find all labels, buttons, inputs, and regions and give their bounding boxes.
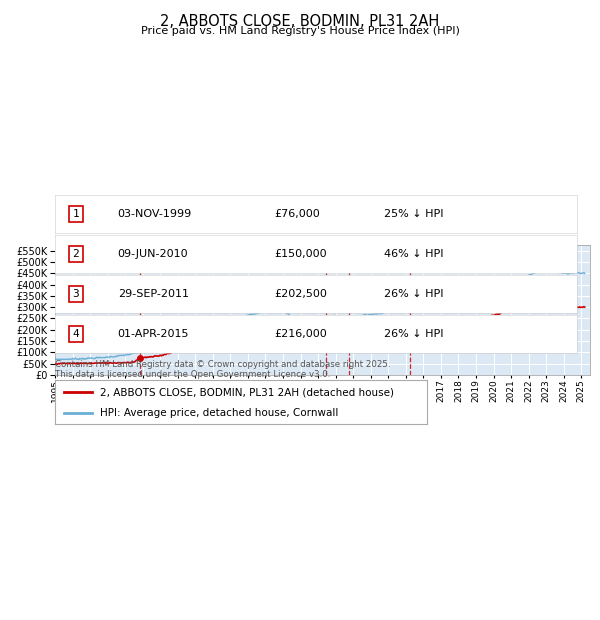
Text: 09-JUN-2010: 09-JUN-2010	[118, 249, 188, 259]
Text: 1: 1	[137, 257, 143, 267]
Text: 46% ↓ HPI: 46% ↓ HPI	[384, 249, 443, 259]
Text: 2: 2	[73, 249, 79, 259]
Text: 29-SEP-2011: 29-SEP-2011	[118, 289, 188, 299]
Text: Contains HM Land Registry data © Crown copyright and database right 2025.
This d: Contains HM Land Registry data © Crown c…	[55, 360, 391, 379]
Text: 03-NOV-1999: 03-NOV-1999	[118, 209, 192, 219]
Text: 1: 1	[73, 209, 79, 219]
Text: 3: 3	[346, 257, 352, 267]
Text: HPI: Average price, detached house, Cornwall: HPI: Average price, detached house, Corn…	[100, 408, 338, 418]
Text: £216,000: £216,000	[274, 329, 327, 339]
Text: 2, ABBOTS CLOSE, BODMIN, PL31 2AH (detached house): 2, ABBOTS CLOSE, BODMIN, PL31 2AH (detac…	[100, 388, 394, 397]
Text: Price paid vs. HM Land Registry's House Price Index (HPI): Price paid vs. HM Land Registry's House …	[140, 26, 460, 36]
Text: £202,500: £202,500	[274, 289, 327, 299]
Text: 01-APR-2015: 01-APR-2015	[118, 329, 189, 339]
Text: 2, ABBOTS CLOSE, BODMIN, PL31 2AH: 2, ABBOTS CLOSE, BODMIN, PL31 2AH	[160, 14, 440, 29]
Text: £76,000: £76,000	[274, 209, 320, 219]
Text: 4: 4	[73, 329, 79, 339]
Text: 26% ↓ HPI: 26% ↓ HPI	[384, 329, 443, 339]
Text: 25% ↓ HPI: 25% ↓ HPI	[384, 209, 443, 219]
Text: 2: 2	[323, 257, 329, 267]
Text: 3: 3	[73, 289, 79, 299]
Text: 4: 4	[407, 257, 413, 267]
Text: £150,000: £150,000	[274, 249, 327, 259]
Text: 26% ↓ HPI: 26% ↓ HPI	[384, 289, 443, 299]
